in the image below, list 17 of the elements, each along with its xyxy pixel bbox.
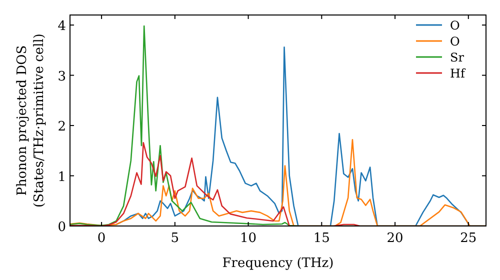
y-tick-label: 0 [58, 220, 66, 235]
x-tick-label: 15 [313, 231, 330, 246]
legend-label: Sr [450, 50, 464, 64]
legend-label: O [450, 34, 460, 48]
legend-label: Hf [450, 66, 466, 80]
x-tick-label: 20 [386, 231, 404, 246]
y-tick-label: 3 [58, 69, 66, 84]
y-axis-title: Phonon projected DOS (States/THz·primitive cell) [15, 33, 47, 208]
legend-label: O [450, 18, 460, 32]
y-tick-label: 1 [58, 170, 66, 185]
x-tick-label: 0 [97, 231, 106, 246]
y-tick-label: 2 [58, 120, 66, 135]
x-tick-label: 5 [170, 231, 180, 246]
x-axis-title: Frequency (THz) [222, 256, 334, 271]
x-tick-label: 25 [460, 231, 477, 246]
x-tick-label: 10 [240, 231, 257, 246]
y-tick-label: 4 [58, 19, 66, 34]
